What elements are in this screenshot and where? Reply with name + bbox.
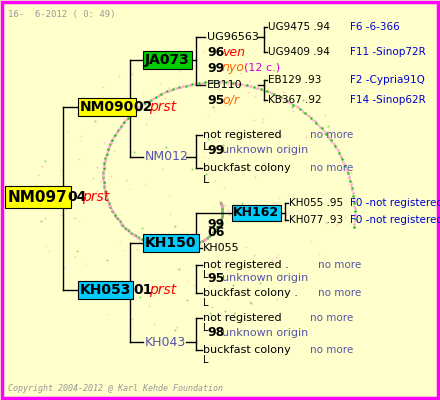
Text: prst: prst [149, 100, 176, 114]
Text: F0 -not registered: F0 -not registered [350, 198, 440, 208]
Text: 95: 95 [207, 94, 224, 106]
Text: 01: 01 [133, 283, 152, 297]
Text: prst: prst [82, 190, 109, 204]
Text: 96: 96 [207, 46, 224, 58]
Text: 04: 04 [67, 190, 86, 204]
Text: EB110: EB110 [207, 80, 242, 90]
Text: no more: no more [310, 130, 353, 140]
Text: KB367 .92: KB367 .92 [268, 95, 322, 105]
Text: JA073: JA073 [145, 53, 190, 67]
Text: not registered: not registered [203, 313, 282, 323]
Text: nyo: nyo [222, 62, 245, 74]
Text: KH053: KH053 [80, 283, 132, 297]
Text: F11 -Sinop72R: F11 -Sinop72R [350, 47, 426, 57]
Text: F14 -Sinop62R: F14 -Sinop62R [350, 95, 426, 105]
Text: KH150: KH150 [145, 236, 197, 250]
Text: L: L [203, 142, 209, 152]
Text: ven: ven [222, 46, 245, 58]
Text: F2 -Cypria91Q: F2 -Cypria91Q [350, 75, 425, 85]
Text: L: L [203, 298, 209, 308]
Text: UG9409 .94: UG9409 .94 [268, 47, 330, 57]
Text: 95: 95 [207, 272, 224, 284]
Text: no more: no more [310, 313, 353, 323]
Text: Copyright 2004-2012 @ Karl Kehde Foundation: Copyright 2004-2012 @ Karl Kehde Foundat… [8, 384, 223, 393]
Text: KH055: KH055 [203, 243, 240, 253]
Text: 06: 06 [207, 226, 224, 238]
Text: no more: no more [318, 288, 361, 298]
Text: UG96563: UG96563 [207, 32, 259, 42]
Text: L: L [203, 323, 209, 333]
Text: KH077 .93: KH077 .93 [289, 215, 343, 225]
Text: NM012: NM012 [145, 150, 189, 164]
Text: no more: no more [310, 345, 353, 355]
Text: L: L [203, 270, 209, 280]
Text: EB129 .93: EB129 .93 [268, 75, 321, 85]
Text: 16-  6-2012 ( 0: 49): 16- 6-2012 ( 0: 49) [8, 10, 115, 19]
Text: 99: 99 [207, 62, 224, 74]
Text: not registered .: not registered . [203, 260, 289, 270]
Text: 98: 98 [207, 326, 224, 340]
Text: (12 c.): (12 c.) [244, 63, 280, 73]
Text: buckfast colony: buckfast colony [203, 345, 291, 355]
Text: buckfast colony .: buckfast colony . [203, 288, 298, 298]
Text: unknown origin: unknown origin [222, 145, 308, 155]
Text: NM090: NM090 [80, 100, 134, 114]
Text: not registered: not registered [203, 130, 282, 140]
Text: 02: 02 [133, 100, 152, 114]
Text: F0 -not registered: F0 -not registered [350, 215, 440, 225]
Text: o/r: o/r [222, 94, 239, 106]
Text: unknown origin: unknown origin [222, 328, 308, 338]
Text: no more: no more [310, 163, 353, 173]
Text: L: L [203, 175, 209, 185]
Text: 99: 99 [207, 144, 224, 156]
Text: F6 -6-366: F6 -6-366 [350, 22, 400, 32]
Text: NM097: NM097 [8, 190, 68, 204]
Text: prst: prst [149, 283, 176, 297]
Text: no more: no more [318, 260, 361, 270]
Text: KH162: KH162 [233, 206, 279, 220]
Text: KH043: KH043 [145, 336, 186, 348]
Text: buckfast colony: buckfast colony [203, 163, 291, 173]
Text: 99: 99 [207, 218, 224, 232]
Text: UG9475 .94: UG9475 .94 [268, 22, 330, 32]
Text: KH055 .95: KH055 .95 [289, 198, 343, 208]
Text: L: L [203, 355, 209, 365]
Text: unknown origin: unknown origin [222, 273, 308, 283]
